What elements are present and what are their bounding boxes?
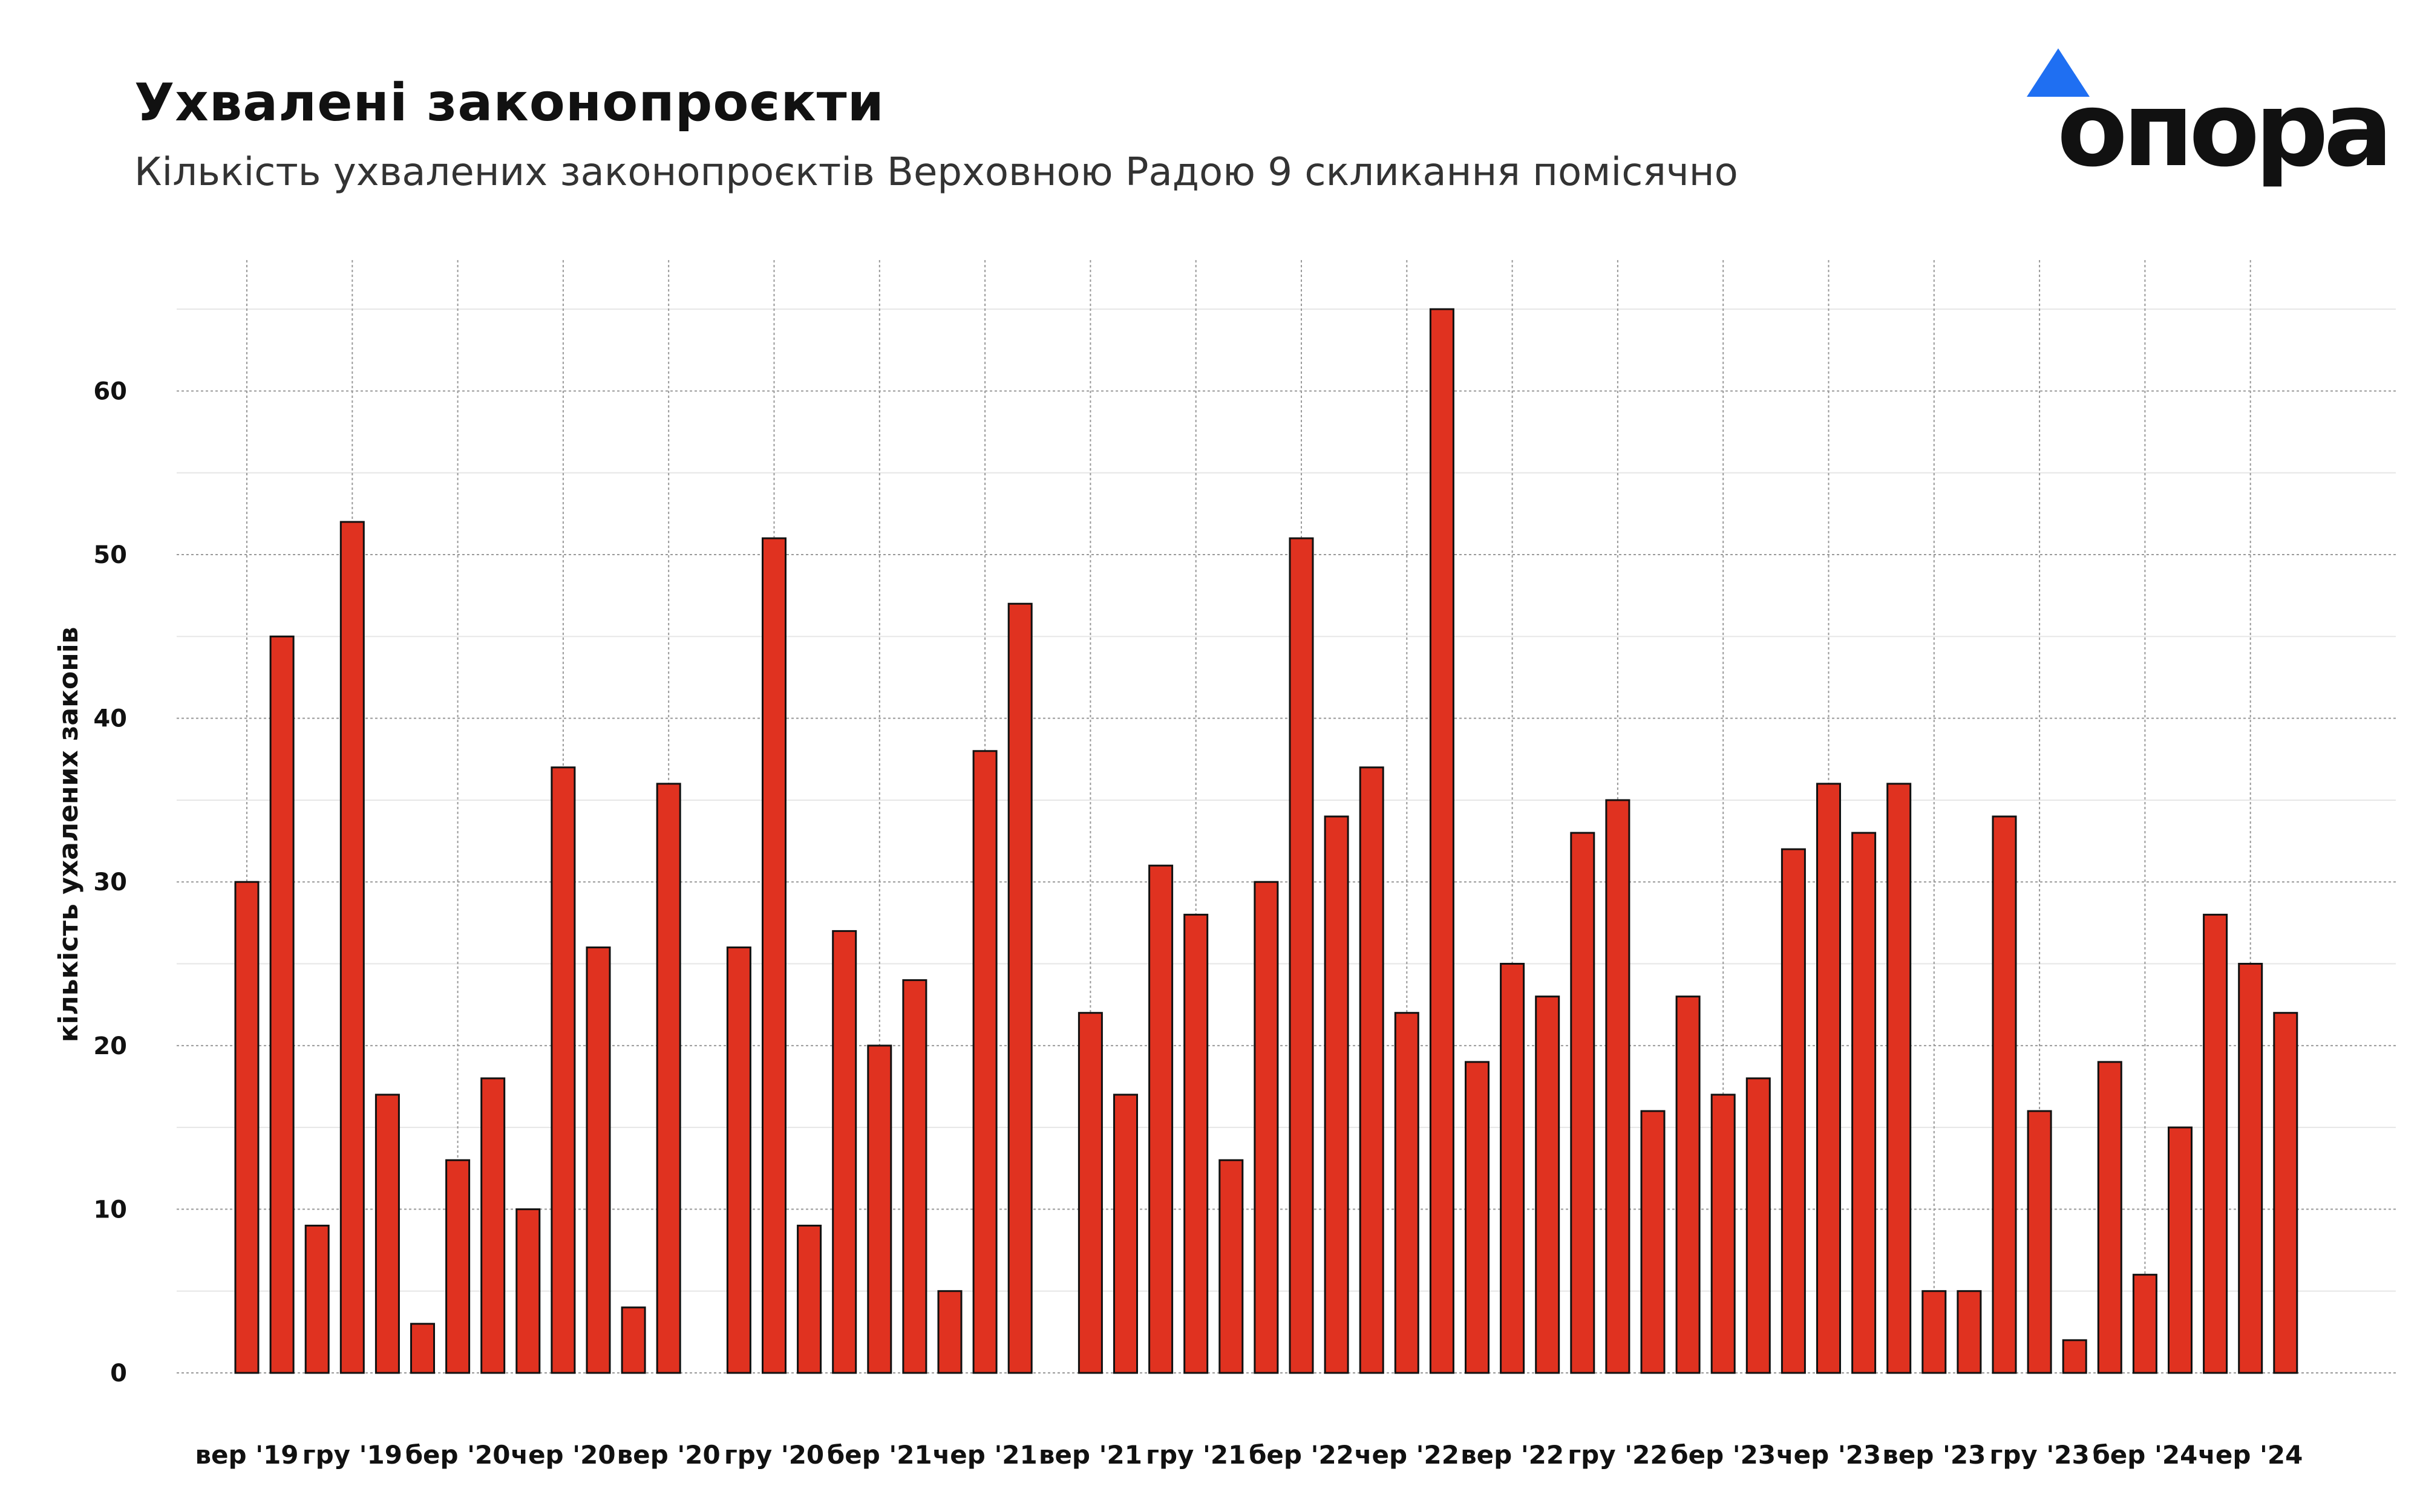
x-tick-label: вер '23 [1882, 1440, 1986, 1470]
bar [726, 946, 751, 1374]
x-tick-label: гру '21 [1146, 1440, 1246, 1470]
bar [1535, 996, 1560, 1374]
bar [762, 537, 786, 1374]
bar [621, 1306, 646, 1374]
x-tick-label: вер '19 [195, 1440, 298, 1470]
x-tick-label: бер '21 [827, 1440, 932, 1470]
bar [1710, 1093, 1736, 1374]
chart-title: Ухвалені законопроєкти [134, 73, 885, 133]
bar [480, 1077, 506, 1374]
bar [1324, 815, 1349, 1374]
bar [1394, 1012, 1419, 1374]
x-tick-label: чер '23 [1776, 1440, 1881, 1470]
bar [1500, 963, 1525, 1374]
x-tick-label: чер '24 [2198, 1440, 2303, 1470]
bar [1675, 996, 1701, 1374]
bar [972, 750, 998, 1374]
bar [867, 1044, 892, 1374]
bar [2062, 1339, 2087, 1374]
bar [269, 635, 295, 1374]
logo-text: опора [2057, 70, 2393, 190]
x-tick-label: бер '20 [405, 1440, 511, 1470]
x-tick-label: вер '22 [1460, 1440, 1564, 1470]
bar [1254, 881, 1279, 1374]
bar [1957, 1290, 1982, 1374]
bar [1851, 832, 1877, 1374]
bar [1007, 602, 1033, 1374]
x-axis-ticks: вер '19 гру '19 бер '20 чер '20 вер '20 гру '… [195, 1440, 2303, 1470]
bar [1183, 913, 1209, 1374]
y-tick-label: 10 [93, 1196, 127, 1224]
bar [832, 930, 857, 1374]
bar [1429, 308, 1454, 1374]
x-tick-label: гру '19 [302, 1440, 402, 1470]
y-tick-label: 0 [110, 1360, 127, 1387]
bar [1465, 1061, 1490, 1374]
bar [1078, 1012, 1103, 1374]
bar [1605, 799, 1630, 1374]
chart-bars [234, 308, 2298, 1374]
x-tick-label: вер '21 [1039, 1440, 1142, 1470]
x-tick-label: бер '22 [1249, 1440, 1354, 1470]
bar [374, 1093, 400, 1374]
bar [1289, 537, 1314, 1374]
bar [515, 1208, 541, 1374]
bar [2168, 1126, 2193, 1374]
x-tick-label: гру '22 [1568, 1440, 1667, 1470]
bar [1570, 832, 1595, 1374]
y-axis-ticks: 0 10 20 30 40 50 60 [93, 377, 127, 1387]
bar [656, 783, 681, 1374]
chart-grid [177, 260, 2396, 1374]
x-tick-label: чер '21 [932, 1440, 1037, 1470]
bar [1218, 1159, 1244, 1374]
bar [2273, 1012, 2298, 1374]
bar [1781, 848, 1806, 1374]
x-tick-label: бер '23 [1670, 1440, 1776, 1470]
bar [2132, 1274, 2157, 1374]
y-tick-label: 50 [93, 541, 127, 569]
bar [1886, 783, 1912, 1374]
x-tick-label: гру '23 [1989, 1440, 2089, 1470]
bar [2238, 963, 2263, 1374]
bar [304, 1224, 330, 1374]
bar [1113, 1093, 1138, 1374]
y-tick-label: 30 [93, 868, 127, 896]
bar [937, 1290, 963, 1374]
x-tick-label: гру '20 [724, 1440, 824, 1470]
bar [1148, 864, 1174, 1374]
bar [445, 1159, 471, 1374]
bar [1816, 783, 1841, 1374]
bar [2027, 1110, 2052, 1374]
y-axis-label: кількість ухалених законів [53, 627, 84, 1042]
x-tick-label: бер '24 [2092, 1440, 2197, 1470]
bar [1921, 1290, 1947, 1374]
x-tick-label: чер '22 [1355, 1440, 1459, 1470]
bar [1992, 815, 2017, 1374]
y-tick-label: 40 [93, 705, 127, 733]
bar [551, 766, 576, 1374]
bar [2203, 913, 2228, 1374]
triangle-logo-icon [2027, 48, 2090, 97]
bar [1359, 766, 1384, 1374]
bar [1745, 1077, 1771, 1374]
bar [2097, 1061, 2122, 1374]
opora-logo: опора [2021, 42, 2393, 181]
bar [586, 946, 611, 1374]
bar [1640, 1110, 1666, 1374]
y-tick-label: 60 [93, 377, 127, 405]
y-tick-label: 20 [93, 1032, 127, 1060]
chart-subtitle: Кількість ухвалених законопроєктів Верхо… [134, 150, 1738, 195]
bar [410, 1323, 435, 1374]
bar [234, 881, 260, 1374]
bar [797, 1224, 822, 1374]
x-tick-label: чер '20 [511, 1440, 615, 1470]
bar [902, 979, 927, 1374]
bar [339, 521, 365, 1374]
x-tick-label: вер '20 [617, 1440, 721, 1470]
